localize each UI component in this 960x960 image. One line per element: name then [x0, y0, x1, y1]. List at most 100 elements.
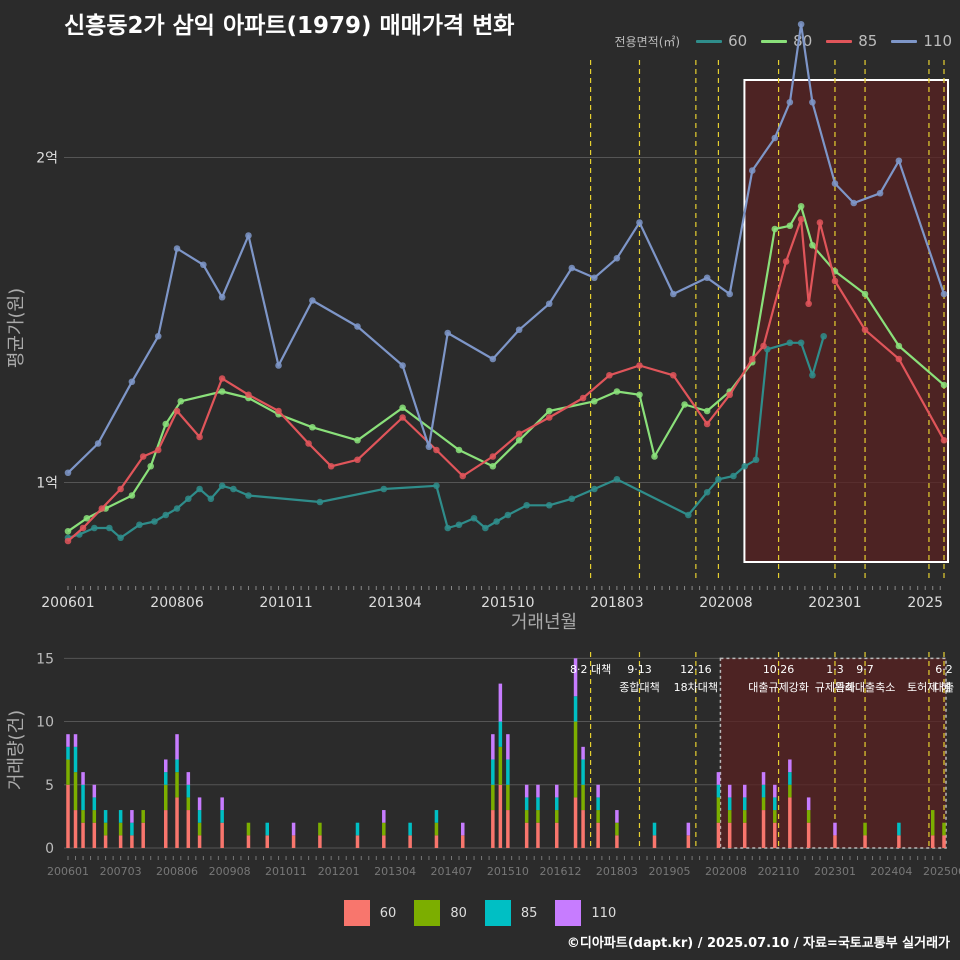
- volume-bar-110: [773, 784, 777, 798]
- volume-bar-85: [761, 784, 766, 798]
- legend-swatch-60: [696, 39, 723, 43]
- data-point-110: [771, 134, 779, 142]
- volume-bar-85: [66, 746, 70, 760]
- legend-item-85: 85: [826, 32, 877, 50]
- volume-bar-80: [573, 721, 578, 798]
- policy-label-top: 6·2: [935, 663, 953, 676]
- volume-bar-60: [863, 835, 867, 848]
- volume-bar-60: [73, 810, 78, 848]
- data-point-80: [309, 423, 316, 431]
- data-point-60: [91, 524, 98, 532]
- volume-bar-110: [220, 797, 224, 811]
- volume-x-tick-label: 201201: [318, 865, 360, 878]
- volume-bar-85: [498, 721, 503, 747]
- price-x-tick-label: 201011: [259, 595, 312, 611]
- volume-bar-110: [727, 784, 732, 798]
- volume-bar-80: [246, 822, 251, 836]
- volume-bar-85: [408, 822, 412, 836]
- policy-label-bottom: 규제완화: [815, 681, 855, 694]
- data-point-110: [444, 329, 452, 337]
- volume-bar-60: [942, 835, 946, 848]
- data-point-60: [786, 339, 794, 347]
- volume-bar-110: [506, 734, 510, 760]
- data-point-80: [703, 407, 711, 415]
- data-point-60: [106, 524, 113, 532]
- legend-item-60: 60: [696, 32, 747, 50]
- volume-bar-80: [491, 784, 495, 811]
- volume-bar-85: [81, 784, 85, 811]
- legend-swatch-85: [826, 39, 853, 43]
- data-point-85: [861, 326, 869, 334]
- data-point-60: [173, 505, 181, 512]
- volume-bar-80: [773, 810, 777, 823]
- data-point-110: [636, 219, 643, 226]
- footer-credit: ©디아파트(dapt.kr) / 2025.07.10 / 자료=국토교통부 실…: [566, 936, 950, 951]
- volume-y-tick-label: 0: [45, 841, 54, 857]
- policy-label-top: 9·13: [627, 663, 652, 676]
- volume-bar-80: [727, 810, 732, 823]
- data-point-85: [354, 456, 361, 464]
- data-point-110: [154, 332, 162, 340]
- volume-bar-60: [806, 822, 811, 848]
- data-point-80: [147, 462, 155, 470]
- volume-bar-60: [761, 810, 766, 848]
- data-point-80: [399, 404, 406, 412]
- volume-bar-60: [833, 835, 837, 848]
- data-point-60: [196, 485, 203, 493]
- data-point-85: [327, 462, 335, 470]
- volume-y-tick-label: 5: [45, 778, 54, 794]
- price-legend: 전용면적(㎡) 60 80 85 110: [615, 32, 952, 50]
- policy-label-bottom: 대출: [934, 681, 954, 694]
- data-point-85: [196, 433, 203, 441]
- data-point-60: [151, 518, 158, 525]
- volume-bar-60: [536, 822, 540, 848]
- volume-bar-60: [897, 835, 901, 848]
- volume-bar-85: [355, 822, 360, 836]
- data-point-110: [703, 274, 711, 282]
- volume-bar-85: [581, 759, 585, 785]
- volume-bar-60: [573, 797, 578, 848]
- volume-bar-110: [833, 822, 837, 836]
- volume-x-tick-label: 200601: [47, 865, 89, 878]
- volume-x-tick-label: 201011: [265, 865, 307, 878]
- data-point-85: [245, 391, 252, 399]
- volume-x-tick-label: 200703: [100, 865, 142, 878]
- volume-bar-80: [103, 822, 108, 836]
- volume-bar-80: [175, 772, 179, 798]
- data-point-110: [309, 297, 316, 304]
- volume-bar-60: [175, 797, 179, 848]
- volume-bar-60: [220, 822, 224, 848]
- data-point-80: [218, 388, 226, 395]
- volume-bar-110: [382, 810, 386, 823]
- volume-x-tick-label: 200908: [209, 865, 251, 878]
- legend-swatch-80: [761, 39, 788, 43]
- data-point-60: [752, 456, 760, 464]
- data-point-80: [83, 514, 91, 522]
- volume-highlight-box: [719, 657, 947, 849]
- series-line-85: [67, 218, 945, 542]
- data-point-110: [425, 443, 433, 451]
- volume-bar-60: [141, 822, 145, 848]
- volume-x-tick-label: 202404: [870, 865, 912, 878]
- volume-bar-60: [652, 835, 657, 848]
- data-point-110: [515, 326, 523, 334]
- data-point-110: [489, 355, 497, 363]
- data-point-80: [177, 397, 185, 405]
- data-point-85: [805, 300, 812, 308]
- volume-bar-85: [130, 822, 134, 836]
- data-point-80: [162, 420, 170, 428]
- data-point-110: [218, 293, 226, 301]
- volume-bar-80: [506, 784, 510, 811]
- price-x-tick-label: 200806: [150, 595, 204, 611]
- volume-bar-60: [615, 835, 619, 848]
- volume-bar-80: [716, 797, 721, 823]
- volume-bar-80: [73, 772, 78, 811]
- volume-bar-60: [265, 835, 270, 848]
- data-point-60: [591, 485, 598, 493]
- data-point-80: [940, 381, 948, 389]
- volume-bar-80: [930, 810, 935, 836]
- volume-bar-85: [197, 810, 202, 823]
- volume-bar-80: [761, 797, 766, 811]
- data-point-85: [670, 371, 677, 379]
- data-point-85: [515, 430, 523, 438]
